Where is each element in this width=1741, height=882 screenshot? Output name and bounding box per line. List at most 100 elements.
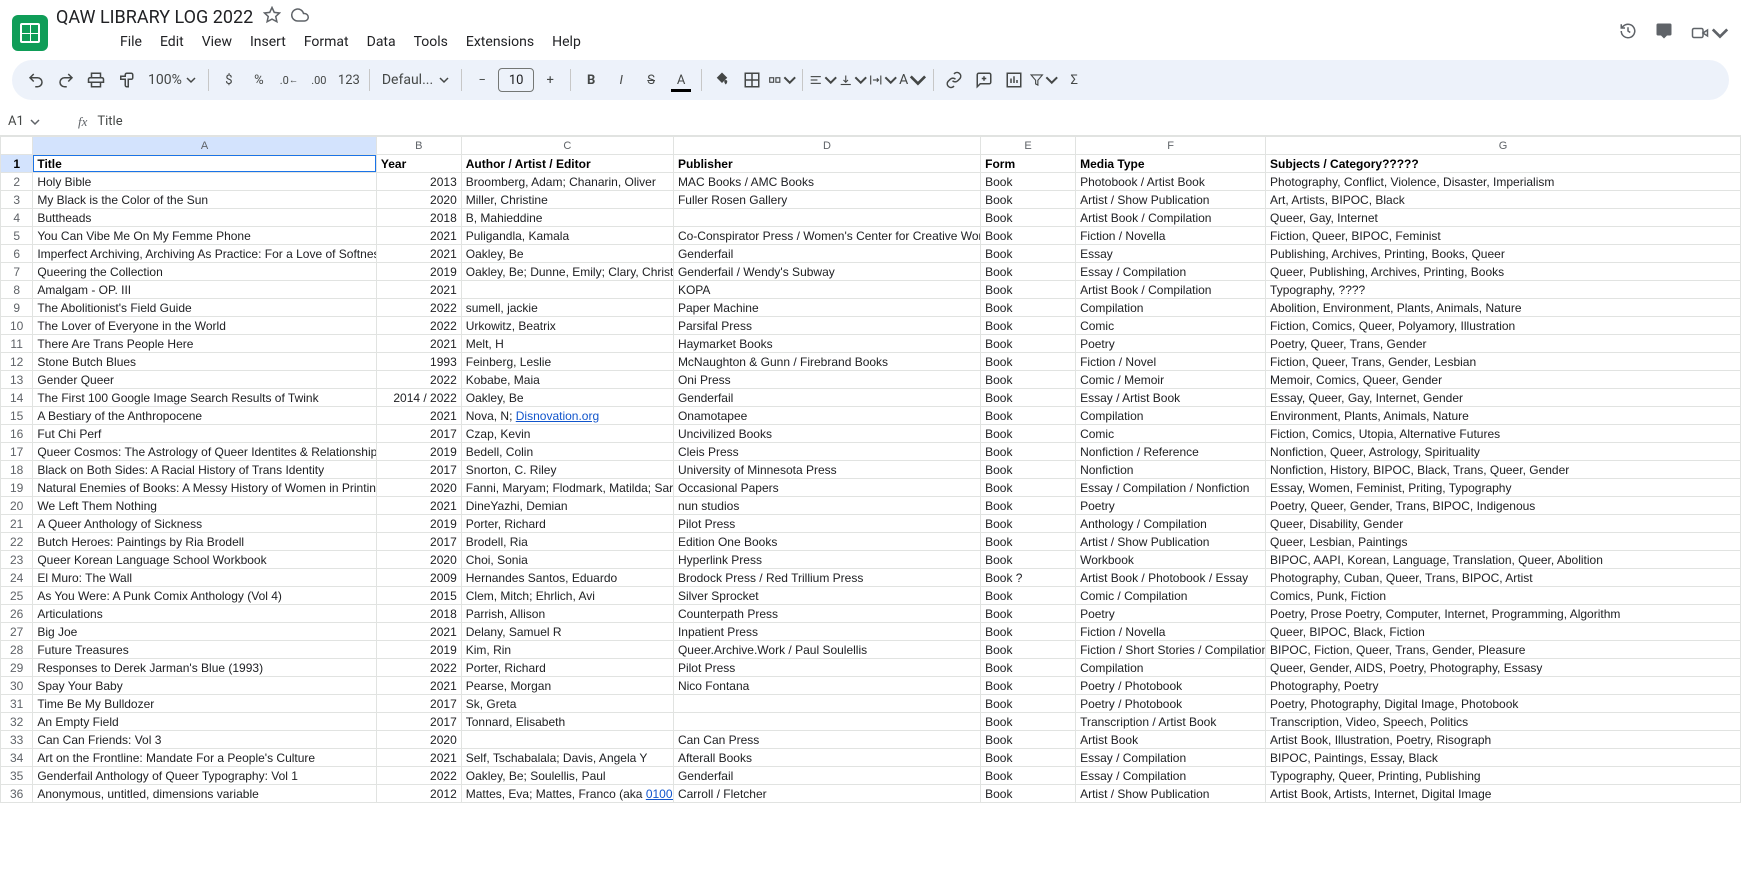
cell-publisher[interactable]: Genderfail: [673, 767, 980, 785]
row-header[interactable]: 34: [1, 749, 33, 767]
row-header[interactable]: 24: [1, 569, 33, 587]
cell-subjects[interactable]: Poetry, Queer, Gender, Trans, BIPOC, Ind…: [1266, 497, 1741, 515]
cell-form[interactable]: Book: [981, 677, 1076, 695]
cell-form[interactable]: Book: [981, 317, 1076, 335]
row-header[interactable]: 9: [1, 299, 33, 317]
decrease-font-icon[interactable]: −: [468, 66, 496, 94]
cell-title[interactable]: Future Treasures: [33, 641, 377, 659]
row-header[interactable]: 7: [1, 263, 33, 281]
cell-year[interactable]: 2020: [376, 191, 461, 209]
menu-view[interactable]: View: [194, 30, 240, 54]
cell-E1[interactable]: Form: [981, 155, 1076, 173]
wrap-icon[interactable]: [869, 66, 897, 94]
cell-link[interactable]: Disnovation.org: [516, 409, 599, 423]
cell-publisher[interactable]: Genderfail / Wendy's Subway: [673, 263, 980, 281]
cell-media[interactable]: Artist / Show Publication: [1076, 533, 1266, 551]
cell-title[interactable]: Time Be My Bulldozer: [33, 695, 377, 713]
cell-year[interactable]: 2021: [376, 623, 461, 641]
cell-title[interactable]: Spay Your Baby: [33, 677, 377, 695]
cell-media[interactable]: Artist Book / Photobook / Essay: [1076, 569, 1266, 587]
row-header[interactable]: 29: [1, 659, 33, 677]
cell-subjects[interactable]: Publishing, Archives, Printing, Books, Q…: [1266, 245, 1741, 263]
cell-form[interactable]: Book: [981, 173, 1076, 191]
cell-author[interactable]: Self, Tschabalala; Davis, Angela Y: [461, 749, 673, 767]
cell-publisher[interactable]: Uncivilized Books: [673, 425, 980, 443]
sheets-logo[interactable]: [12, 15, 48, 51]
cell-subjects[interactable]: BIPOC, Fiction, Queer, Trans, Gender, Pl…: [1266, 641, 1741, 659]
cell-F1[interactable]: Media Type: [1076, 155, 1266, 173]
cell-author[interactable]: Feinberg, Leslie: [461, 353, 673, 371]
cell-publisher[interactable]: Nico Fontana: [673, 677, 980, 695]
cell-year[interactable]: 2015: [376, 587, 461, 605]
cell-reference[interactable]: A1: [8, 114, 68, 129]
cell-year[interactable]: 2022: [376, 317, 461, 335]
cell-publisher[interactable]: Inpatient Press: [673, 623, 980, 641]
cell-form[interactable]: Book: [981, 587, 1076, 605]
cell-publisher[interactable]: Fuller Rosen Gallery: [673, 191, 980, 209]
cell-media[interactable]: Fiction / Novella: [1076, 623, 1266, 641]
borders-icon[interactable]: [738, 66, 766, 94]
cell-author[interactable]: Oakley, Be; Dunne, Emily; Clary, Christo…: [461, 263, 673, 281]
cell-year[interactable]: 2018: [376, 605, 461, 623]
cell-author[interactable]: B, Mahieddine: [461, 209, 673, 227]
cell-publisher[interactable]: Counterpath Press: [673, 605, 980, 623]
row-header[interactable]: 21: [1, 515, 33, 533]
cell-media[interactable]: Artist Book / Compilation: [1076, 209, 1266, 227]
rotate-icon[interactable]: A: [899, 66, 927, 94]
cell-title[interactable]: A Bestiary of the Anthropocene: [33, 407, 377, 425]
cell-B1[interactable]: Year: [376, 155, 461, 173]
cell-year[interactable]: 2021: [376, 335, 461, 353]
cell-form[interactable]: Book: [981, 497, 1076, 515]
link-icon[interactable]: [940, 66, 968, 94]
cell-form[interactable]: Book: [981, 641, 1076, 659]
cell-author[interactable]: Pearse, Morgan: [461, 677, 673, 695]
cell-subjects[interactable]: Comics, Punk, Fiction: [1266, 587, 1741, 605]
row-header[interactable]: 25: [1, 587, 33, 605]
cell-form[interactable]: Book: [981, 551, 1076, 569]
row-header[interactable]: 35: [1, 767, 33, 785]
cell-subjects[interactable]: Typography, Queer, Printing, Publishing: [1266, 767, 1741, 785]
meet-icon[interactable]: [1691, 24, 1729, 42]
font-select[interactable]: Defaul...: [376, 72, 455, 88]
cell-title[interactable]: El Muro: The Wall: [33, 569, 377, 587]
cell-publisher[interactable]: Hyperlink Press: [673, 551, 980, 569]
cell-publisher[interactable]: Pilot Press: [673, 515, 980, 533]
cell-publisher[interactable]: KOPA: [673, 281, 980, 299]
currency-icon[interactable]: $: [215, 66, 243, 94]
cell-form[interactable]: Book: [981, 605, 1076, 623]
cell-author[interactable]: Sk, Greta: [461, 695, 673, 713]
cell-media[interactable]: Transcription / Artist Book: [1076, 713, 1266, 731]
cell-form[interactable]: Book: [981, 335, 1076, 353]
cell-title[interactable]: We Left Them Nothing: [33, 497, 377, 515]
cell-media[interactable]: Poetry: [1076, 605, 1266, 623]
row-header[interactable]: 30: [1, 677, 33, 695]
insert-comment-icon[interactable]: [970, 66, 998, 94]
row-header[interactable]: 32: [1, 713, 33, 731]
cell-publisher[interactable]: Haymarket Books: [673, 335, 980, 353]
cell-subjects[interactable]: Queer, Lesbian, Paintings: [1266, 533, 1741, 551]
cell-publisher[interactable]: McNaughton & Gunn / Firebrand Books: [673, 353, 980, 371]
cell-year[interactable]: 2021: [376, 497, 461, 515]
spreadsheet-grid[interactable]: A B C D E F G 1 Title Year Author / Arti…: [0, 136, 1741, 803]
cell-author[interactable]: Mattes, Eva; Mattes, Franco (aka 010010: [461, 785, 673, 803]
row-header[interactable]: 8: [1, 281, 33, 299]
cell-form[interactable]: Book: [981, 515, 1076, 533]
row-header[interactable]: 22: [1, 533, 33, 551]
more-formats-icon[interactable]: 123: [335, 66, 363, 94]
cell-form[interactable]: Book: [981, 371, 1076, 389]
cell-subjects[interactable]: Essay, Queer, Gay, Internet, Gender: [1266, 389, 1741, 407]
cell-title[interactable]: Holy Bible: [33, 173, 377, 191]
cell-publisher[interactable]: Carroll / Fletcher: [673, 785, 980, 803]
cell-media[interactable]: Photobook / Artist Book: [1076, 173, 1266, 191]
row-header[interactable]: 17: [1, 443, 33, 461]
cell-publisher[interactable]: [673, 209, 980, 227]
menu-edit[interactable]: Edit: [152, 30, 192, 54]
cell-media[interactable]: Essay / Compilation / Nonfiction: [1076, 479, 1266, 497]
cell-year[interactable]: 2022: [376, 659, 461, 677]
menu-insert[interactable]: Insert: [242, 30, 294, 54]
cell-subjects[interactable]: Art, Artists, BIPOC, Black: [1266, 191, 1741, 209]
cell-media[interactable]: Artist / Show Publication: [1076, 191, 1266, 209]
cell-form[interactable]: Book: [981, 461, 1076, 479]
cell-media[interactable]: Poetry: [1076, 335, 1266, 353]
cell-publisher[interactable]: MAC Books / AMC Books: [673, 173, 980, 191]
